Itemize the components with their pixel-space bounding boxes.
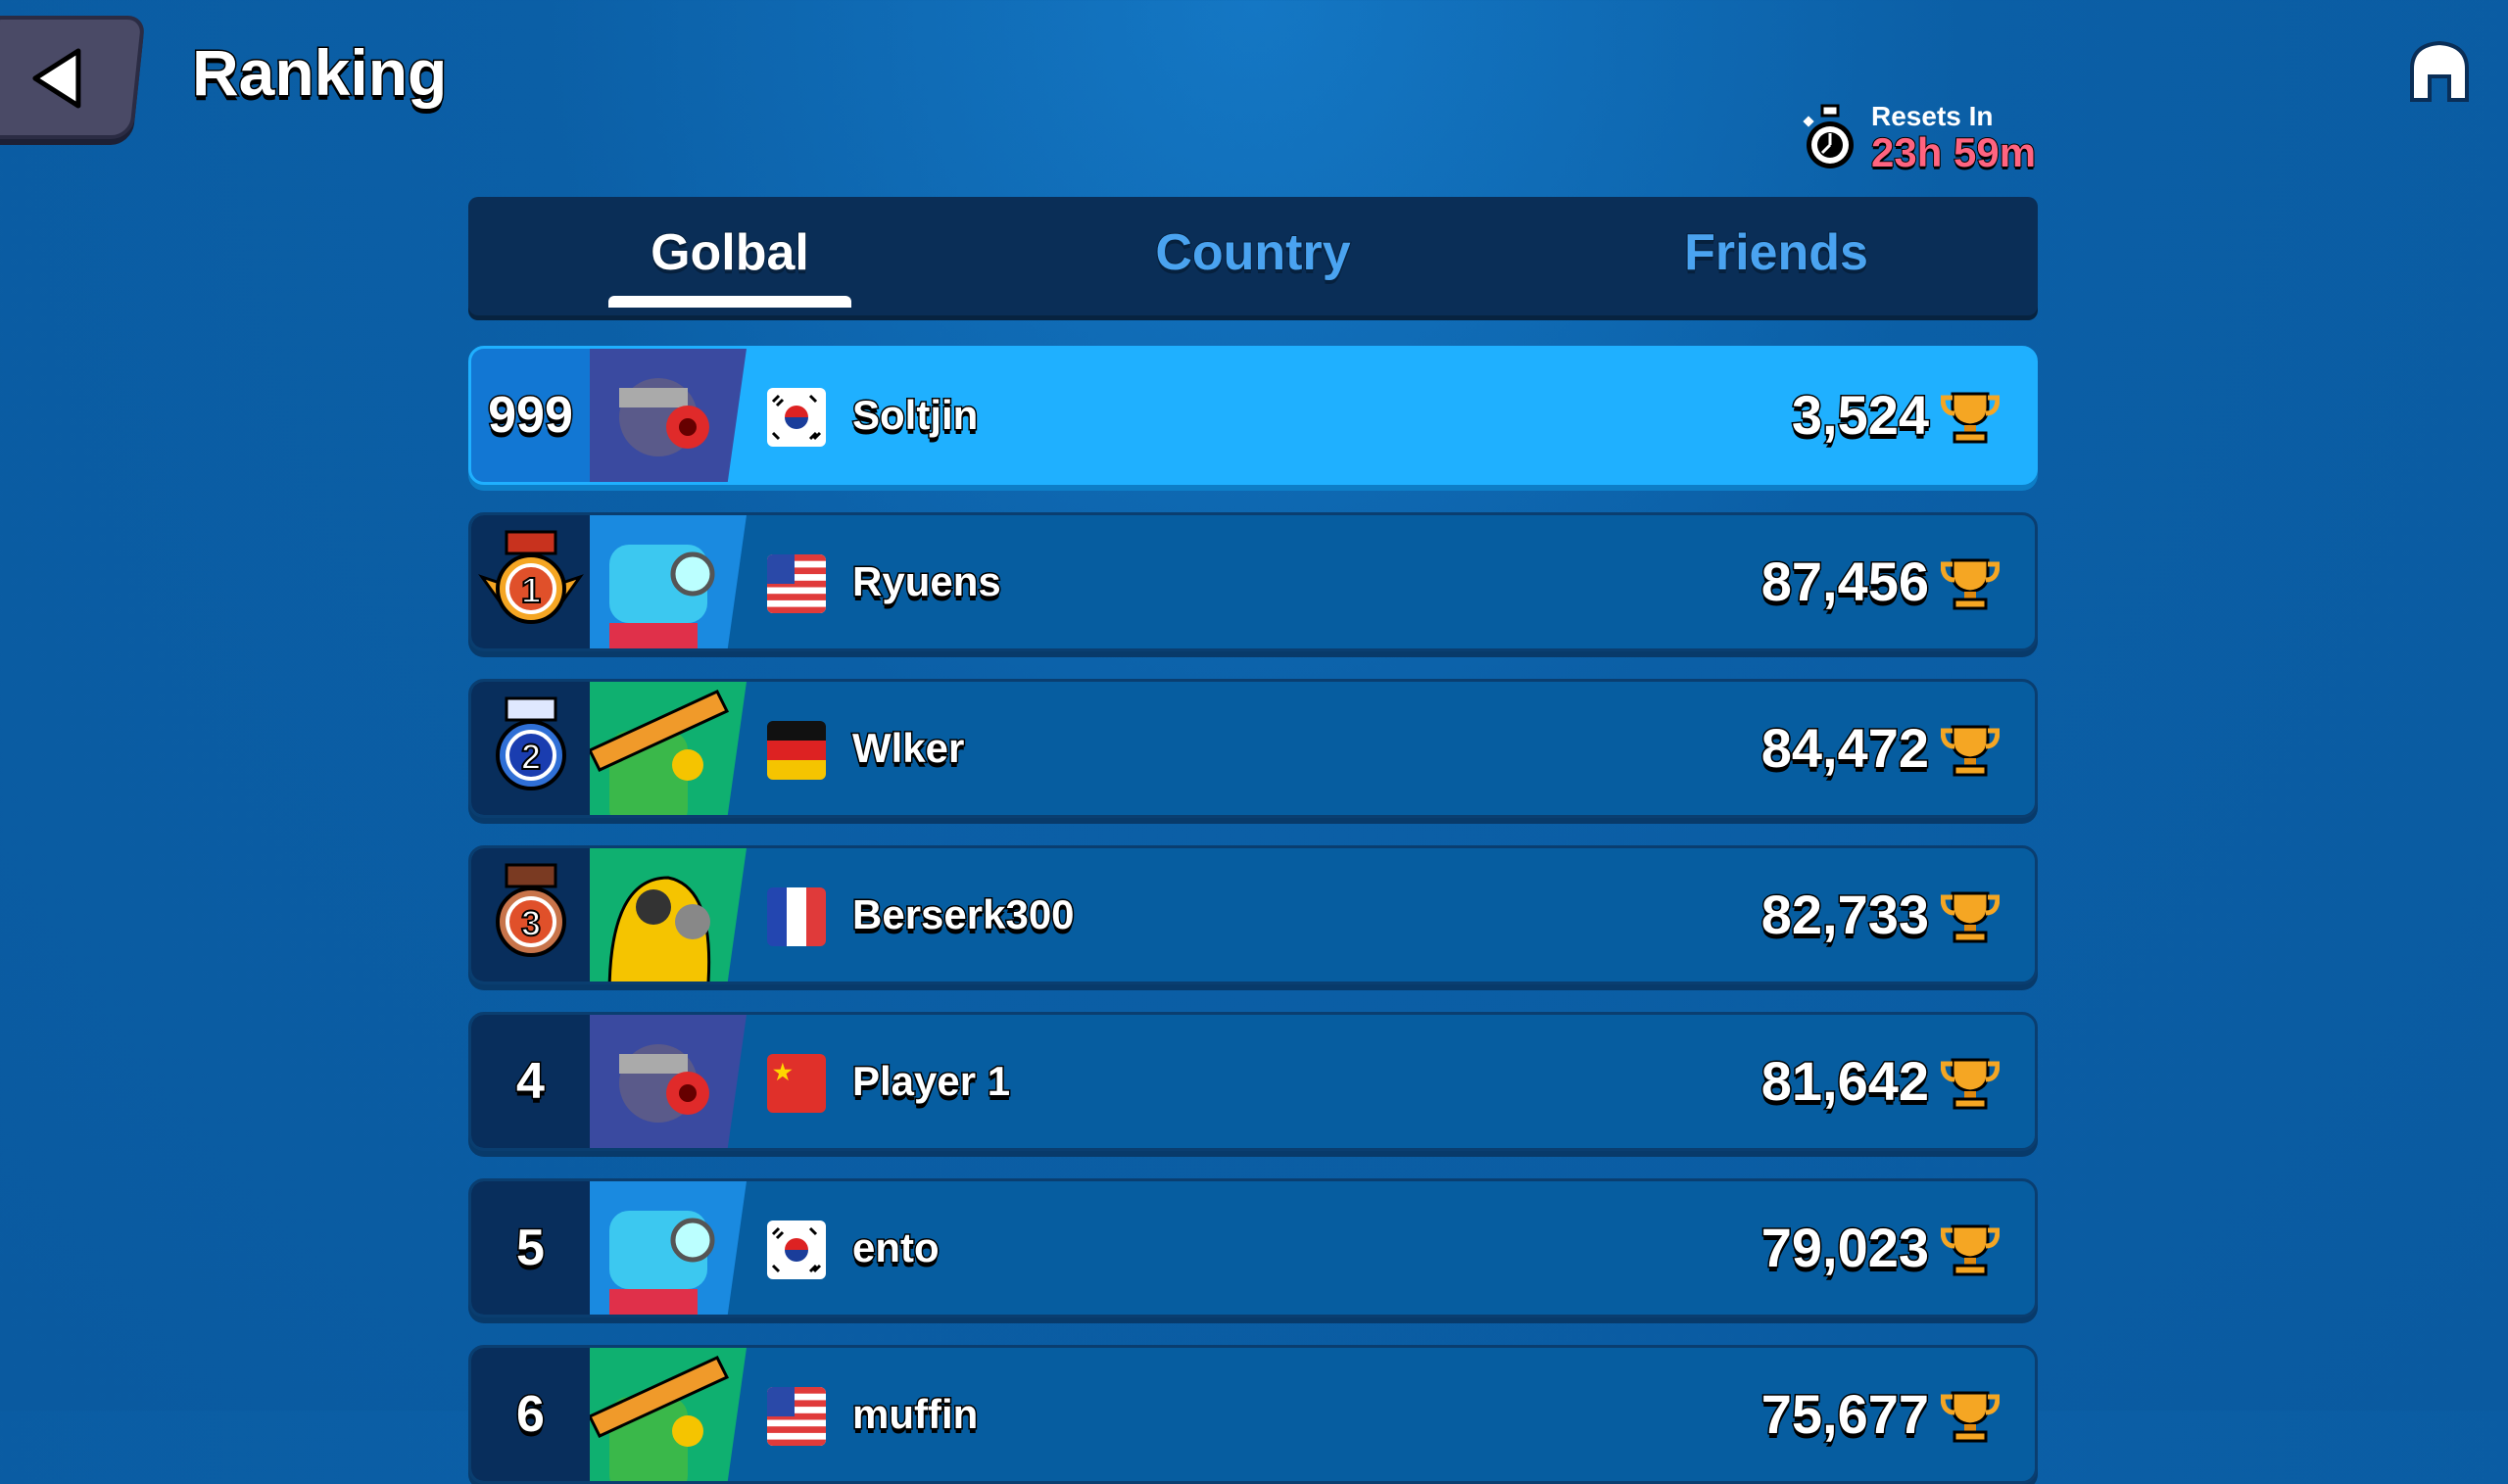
- stopwatch-icon: [1803, 104, 1854, 168]
- flag-usa-icon: [767, 554, 826, 613]
- trophy-count: 87,456: [1760, 550, 1930, 614]
- ranking-row[interactable]: 2 Wlker 84,472: [468, 679, 2038, 818]
- home-icon: [2410, 40, 2469, 102]
- trophy-count: 81,642: [1760, 1049, 1930, 1114]
- page-title: Ranking: [190, 35, 448, 111]
- rank-cell: 1: [471, 515, 590, 648]
- trophy-icon: [1941, 1224, 2000, 1276]
- brawler-avatar-blue-robot[interactable]: [590, 1181, 747, 1315]
- ranking-tabs: Golbal Country Friends: [468, 197, 2038, 315]
- flag-germany-icon: [767, 721, 826, 780]
- player-name[interactable]: muffin: [850, 1390, 979, 1439]
- back-button[interactable]: [0, 16, 146, 139]
- ranking-row[interactable]: 4 ★ Player 1 81,642: [468, 1012, 2038, 1151]
- player-name[interactable]: Player 1: [850, 1057, 1011, 1106]
- trophy-icon: [1941, 725, 2000, 777]
- rank-number: 1: [520, 570, 540, 610]
- brawler-avatar-yellow-hazmat[interactable]: [590, 848, 747, 981]
- rank-cell: 2: [471, 682, 590, 815]
- rank-number: 3: [520, 903, 540, 943]
- flag-france-icon: [767, 887, 826, 946]
- trophy-icon: [1941, 891, 2000, 943]
- brawler-avatar-knight-robot[interactable]: [590, 1015, 747, 1148]
- player-name[interactable]: Berserk300: [851, 890, 1077, 939]
- ranking-row[interactable]: 6 muffin 75,677: [468, 1345, 2038, 1484]
- gold-medal-icon: 1: [477, 530, 584, 624]
- player-name[interactable]: ento: [851, 1223, 941, 1272]
- player-name[interactable]: Ryuens: [851, 557, 1003, 606]
- rank-cell: 3: [471, 848, 590, 981]
- flag-usa-icon: [767, 1387, 826, 1446]
- ranking-row-self[interactable]: 999 Soltjin 3,524: [468, 346, 2038, 485]
- ranking-row[interactable]: 1 Ryuens 87,456: [468, 512, 2038, 651]
- rank-number: 6: [471, 1348, 590, 1481]
- rank-number: 2: [520, 737, 540, 777]
- rank-number: 5: [471, 1181, 590, 1315]
- flag-china-icon: ★: [767, 1054, 826, 1113]
- bronze-medal-icon: 3: [495, 863, 566, 957]
- ranking-row[interactable]: 3 Berserk300 82,733: [468, 845, 2038, 984]
- brawler-avatar-cactus-sombrero[interactable]: [590, 1348, 747, 1481]
- player-name[interactable]: Soltjin: [850, 391, 979, 440]
- reset-label: Resets In: [1871, 101, 1994, 131]
- flag-south-korea-icon: [767, 1221, 826, 1279]
- ranking-row[interactable]: 5 ento 79,023: [468, 1178, 2038, 1317]
- brawler-avatar-blue-robot[interactable]: [590, 515, 747, 648]
- brawler-avatar-cactus-sombrero[interactable]: [590, 682, 747, 815]
- trophy-icon: [1941, 1058, 2000, 1110]
- back-arrow-icon: [32, 48, 81, 109]
- svg-text:★: ★: [773, 1060, 793, 1084]
- silver-medal-icon: 2: [495, 696, 566, 790]
- home-button[interactable]: [2406, 37, 2473, 113]
- trophy-count: 84,472: [1760, 716, 1930, 781]
- tab-global[interactable]: Golbal: [468, 197, 991, 315]
- rank-number: 999: [471, 349, 590, 482]
- trophy-icon: [1941, 392, 2000, 444]
- rank-number: 4: [471, 1015, 590, 1148]
- trophy-count: 3,524: [1790, 383, 1930, 448]
- trophy-icon: [1941, 558, 2000, 610]
- reset-value: 23h 59m: [1870, 129, 2037, 175]
- reset-timer: Resets In 23h 59m: [1801, 101, 2037, 175]
- trophy-count: 82,733: [1760, 883, 1930, 947]
- brawler-avatar-knight-robot[interactable]: [590, 349, 747, 482]
- trophy-count: 75,677: [1760, 1382, 1930, 1447]
- flag-south-korea-icon: [767, 388, 826, 447]
- trophy-icon: [1941, 1391, 2000, 1443]
- trophy-count: 79,023: [1760, 1216, 1930, 1280]
- player-name[interactable]: Wlker: [850, 724, 965, 773]
- tab-country[interactable]: Country: [1154, 223, 1351, 282]
- tab-friends[interactable]: Friends: [1683, 223, 1869, 282]
